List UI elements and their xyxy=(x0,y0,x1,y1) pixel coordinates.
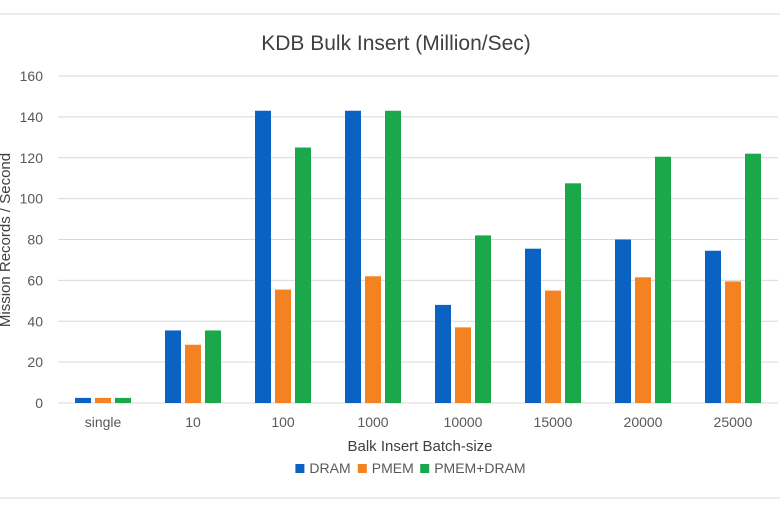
y-tick-label: 100 xyxy=(20,191,44,207)
x-tick-label: 15000 xyxy=(534,414,573,430)
legend-label-pmem: PMEM xyxy=(372,460,414,476)
y-tick-label: 120 xyxy=(20,150,44,166)
bar-pmem-1000 xyxy=(365,276,381,403)
bar-dram-10 xyxy=(165,330,181,403)
bar-dram-20000 xyxy=(615,239,631,403)
bar-pmem-15000 xyxy=(545,290,561,403)
legend: DRAM PMEM PMEM+DRAM xyxy=(295,460,526,476)
x-tick-label: single xyxy=(85,414,122,430)
bar-dram-single xyxy=(75,397,91,403)
bar-dram-15000 xyxy=(525,248,541,403)
x-tick-label: 25000 xyxy=(714,414,753,430)
legend-label-dram: DRAM xyxy=(309,460,350,476)
y-tick-label: 160 xyxy=(20,68,44,84)
y-tick-label: 140 xyxy=(20,109,44,125)
bars xyxy=(75,110,761,404)
bar-pmem-dram-1000 xyxy=(385,110,401,404)
y-tick-label: 0 xyxy=(35,395,43,411)
bar-pmem-dram-10000 xyxy=(475,235,491,403)
x-tick-label: 10000 xyxy=(444,414,483,430)
legend-swatch-pmem xyxy=(357,464,367,473)
bar-pmem-10 xyxy=(185,344,201,403)
bar-pmem-20000 xyxy=(635,277,651,403)
bar-pmem-10000 xyxy=(455,327,471,403)
bar-pmem-single xyxy=(95,397,111,403)
x-tick-label: 10 xyxy=(185,414,201,430)
y-tick-label: 60 xyxy=(27,272,43,288)
bar-pmem-25000 xyxy=(725,281,741,403)
legend-swatch-pmem-dram xyxy=(420,464,430,473)
y-tick-label: 40 xyxy=(27,313,43,329)
bar-dram-1000 xyxy=(345,110,361,404)
bar-dram-100 xyxy=(255,110,271,404)
bar-pmem-dram-25000 xyxy=(745,153,761,403)
legend-swatch-dram xyxy=(295,464,305,473)
x-tick-labels: single 10 100 1000 10000 15000 20000 25000 xyxy=(85,414,753,430)
y-axis-label: Mission Records / Second xyxy=(0,153,14,327)
x-axis-label: Balk Insert Batch-size xyxy=(347,438,492,455)
bar-pmem-dram-20000 xyxy=(655,156,671,403)
legend-label-pmem-dram: PMEM+DRAM xyxy=(434,460,525,476)
x-tick-label: 1000 xyxy=(357,414,388,430)
y-tick-label: 20 xyxy=(27,354,43,370)
chart-title: KDB Bulk Insert (Million/Sec) xyxy=(261,32,531,55)
bar-pmem-dram-single xyxy=(115,397,131,403)
bar-dram-25000 xyxy=(705,250,721,403)
bar-pmem-dram-100 xyxy=(295,147,311,403)
x-tick-label: 100 xyxy=(271,414,295,430)
bar-pmem-dram-10 xyxy=(205,330,221,403)
y-tick-labels: 0 20 40 60 80 100 120 140 160 xyxy=(20,68,44,411)
bar-pmem-dram-15000 xyxy=(565,183,581,403)
y-tick-label: 80 xyxy=(27,232,43,248)
x-tick-label: 20000 xyxy=(624,414,663,430)
bar-dram-10000 xyxy=(435,304,451,403)
bar-pmem-100 xyxy=(275,289,291,403)
